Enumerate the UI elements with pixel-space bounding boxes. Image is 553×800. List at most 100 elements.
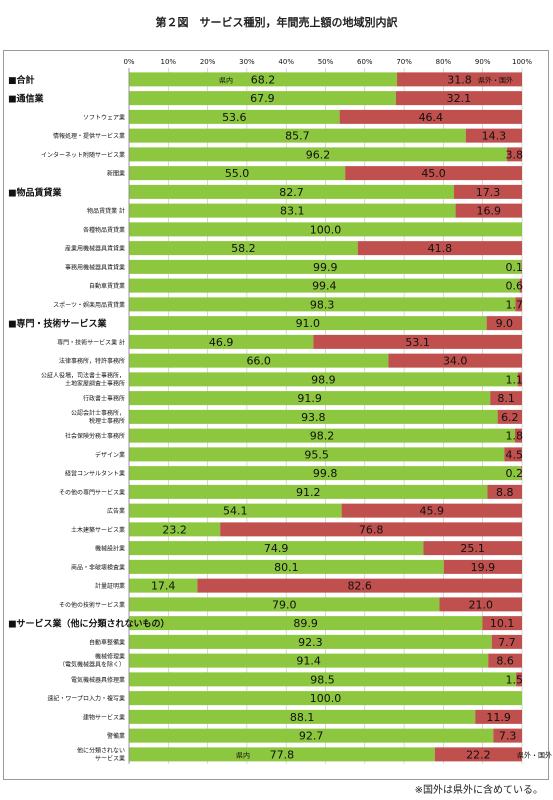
bar-segment-out [514, 428, 522, 443]
bar-segment-out [504, 447, 522, 462]
data-label-out: 82.6 [347, 580, 372, 593]
data-label-in: 91.0 [296, 317, 321, 330]
data-label-out: 1.5 [506, 673, 524, 686]
bar-segment-in [129, 691, 522, 706]
data-label-in: 17.4 [151, 580, 176, 593]
data-label-in: 91.4 [296, 655, 321, 668]
series-label-in: 県内 [219, 75, 233, 84]
data-label-out: 45.9 [420, 505, 445, 518]
category-label: 各種物品賃貸業 [83, 226, 125, 234]
x-tick-label: 60% [357, 58, 373, 66]
category-label: 広告業 [107, 507, 125, 515]
x-tick-label: 40% [278, 58, 294, 66]
category-label: 専門・技術サービス業 計 [57, 338, 125, 346]
category-label: サービス業 [95, 754, 125, 762]
category-label: 社会保険労務士事務所 [65, 432, 125, 440]
data-label-out: 46.4 [419, 111, 444, 124]
bar-segment-out [357, 241, 522, 256]
bar-segment-out [516, 672, 522, 687]
bar-segment-out [521, 466, 522, 481]
category-label: 速記・ワープロ入力・複写業 [47, 695, 125, 703]
bar-segment-out [397, 72, 522, 87]
chart-frame [3, 50, 549, 780]
data-label-in: 23.2 [162, 523, 187, 536]
data-label-in: 99.8 [313, 467, 338, 480]
chart-title: 第２図 サービス種別，年間売上額の地域別内訳 [155, 16, 398, 29]
data-label-out: 8.6 [496, 655, 514, 668]
bar-segment-out [455, 203, 522, 218]
category-label: デザイン業 [95, 451, 125, 459]
data-label-out: 16.9 [477, 205, 502, 218]
data-label-out: 1.1 [506, 373, 524, 386]
bar-segment-out [345, 166, 522, 181]
category-label: その他の専門サービス業 [59, 488, 125, 496]
category-label: 公証人役場，司法書士事務所， [41, 371, 125, 379]
data-label-out: 11.9 [486, 711, 511, 724]
data-label-out: 8.8 [496, 486, 514, 499]
data-label-out: 0.1 [506, 261, 524, 274]
bar-segment-in [129, 222, 522, 237]
data-label-out: 6.2 [501, 411, 519, 424]
data-label-in: 54.1 [223, 505, 248, 518]
data-label-in: 46.9 [209, 336, 234, 349]
category-label: その他の技術サービス業 [59, 601, 125, 609]
data-label-out: 25.1 [460, 542, 485, 555]
bar-segment-in [129, 541, 424, 556]
bar-segment-out [388, 353, 522, 368]
bar-segment-out [488, 653, 522, 668]
category-label: 物品賃貸業 計 [87, 207, 125, 215]
x-tick-label: 30% [239, 58, 255, 66]
data-label-out: 22.2 [466, 748, 491, 761]
bar-segment-out [493, 728, 522, 743]
data-label-in: 88.1 [290, 711, 315, 724]
data-label-out: 1.8 [506, 430, 524, 443]
category-label: 警備業 [107, 732, 125, 740]
category-label: ■物品賃貸業 [8, 186, 63, 198]
bar-segment-out [423, 541, 522, 556]
category-label: 新聞業 [107, 170, 125, 178]
bar-segment-in [129, 484, 488, 499]
category-label: ソフトウェア業 [83, 113, 125, 121]
bar-segment-in [129, 653, 489, 668]
x-tick-label: 90% [475, 58, 491, 66]
bar-segment-in [129, 259, 522, 274]
bar-segment-in [129, 241, 358, 256]
data-label-out: 8.1 [497, 392, 515, 405]
data-label-in: 91.9 [297, 392, 322, 405]
data-label-in: 98.2 [310, 430, 335, 443]
data-label-out: 17.3 [476, 186, 501, 199]
data-label-in: 55.0 [225, 167, 250, 180]
category-label: 公認会計士事務所， [71, 409, 125, 417]
bar-segment-out [465, 128, 522, 143]
bar-segment-in [129, 578, 198, 593]
x-tick-label: 70% [396, 58, 412, 66]
data-label-in: 53.6 [222, 111, 247, 124]
data-label-out: 34.0 [443, 355, 468, 368]
data-label-in: 89.9 [293, 617, 318, 630]
data-label-out: 10.1 [490, 617, 515, 630]
bar-segment-in [129, 709, 476, 724]
category-label: 商品・非破壊検査業 [71, 563, 125, 571]
data-label-in: 67.9 [250, 92, 275, 105]
category-label: インターネット附随サービス業 [41, 151, 125, 159]
bar-segment-in [129, 634, 492, 649]
category-label: 事務用機械器具賃貸業 [65, 263, 125, 271]
bar-segment-out [507, 147, 522, 162]
bar-segment-in [129, 522, 221, 537]
data-label-out: 1.7 [506, 298, 524, 311]
bar-segment-in [129, 128, 466, 143]
bar-segment-in [129, 353, 389, 368]
bar-segment-out [439, 597, 522, 612]
category-label: ■サービス業（他に分類されないもの） [8, 618, 170, 630]
bar-segment-in [129, 147, 508, 162]
data-label-out: 3.8 [506, 148, 524, 161]
category-label: 建物サービス業 [83, 713, 125, 721]
bar-segment-out [443, 559, 522, 574]
bar-segment-in [129, 391, 491, 406]
bar-segment-out [497, 409, 522, 424]
series-label-out: 県外・国外 [517, 750, 552, 759]
bar-segment-in [129, 334, 314, 349]
data-label-in: 100.0 [310, 692, 342, 705]
data-label-out: 32.1 [447, 92, 472, 105]
